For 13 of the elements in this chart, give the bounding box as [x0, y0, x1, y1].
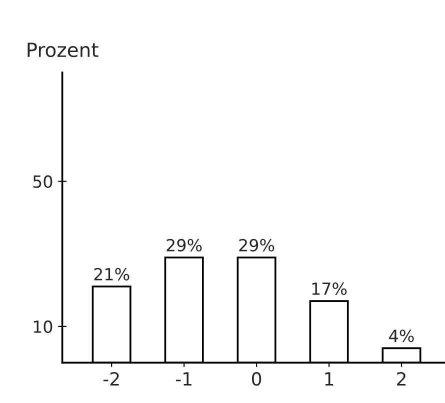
data-label: 21% [94, 268, 130, 281]
data-label: 17% [312, 282, 347, 296]
x-tick-label: 0 [252, 372, 262, 386]
data-label: 4% [389, 330, 414, 342]
x-tick-label: 1 [325, 372, 334, 386]
data-label: 29% [166, 238, 202, 252]
x-tick-label: -1 [176, 372, 192, 386]
data-label: 29% [239, 238, 274, 252]
x-tick-label: 2 [397, 372, 406, 386]
y-tick-label: 10 [34, 320, 52, 333]
y-axis-title: Prozent [28, 42, 98, 58]
x-tick-label: -2 [103, 372, 119, 386]
y-tick-label: 50 [33, 175, 52, 188]
